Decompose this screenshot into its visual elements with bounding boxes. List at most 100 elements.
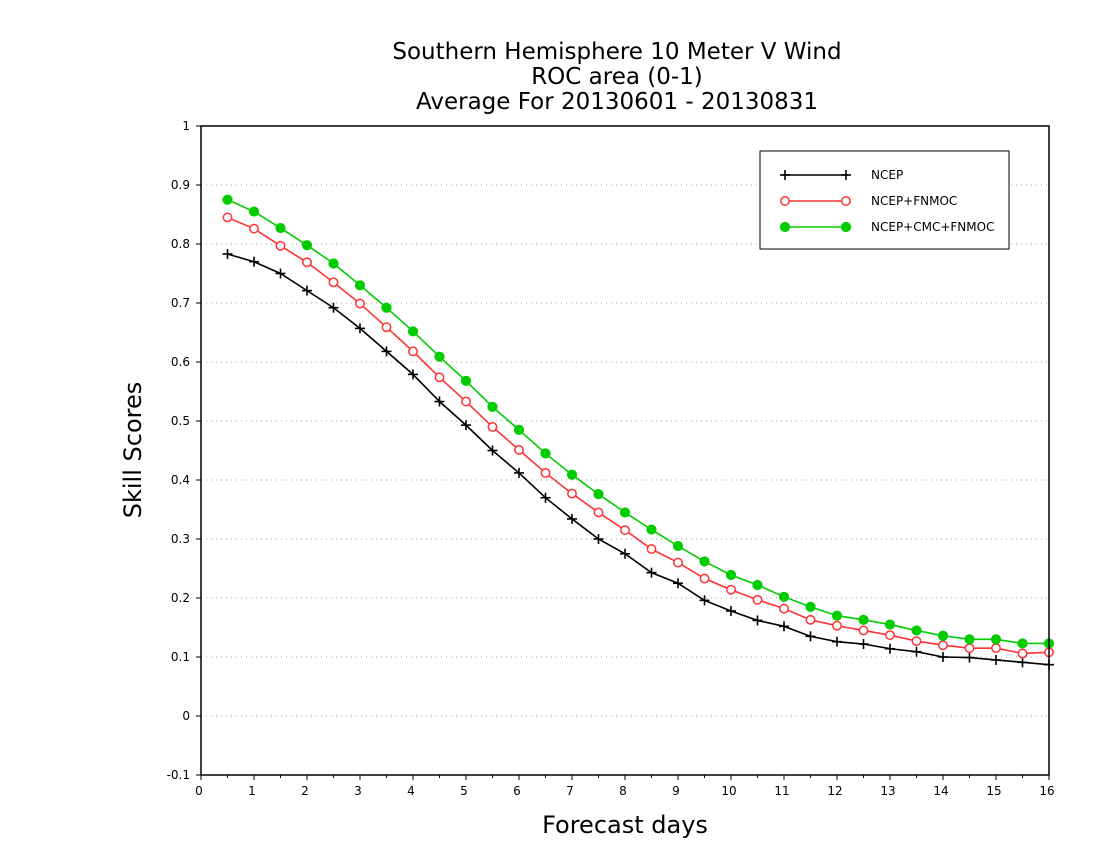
- x-tick-label: 9: [672, 784, 680, 798]
- y-axis-label: Skill Scores: [119, 382, 147, 519]
- series-marker: [858, 614, 869, 625]
- x-tick-label: 11: [774, 784, 789, 798]
- y-tick-label: 0: [182, 709, 190, 723]
- series-marker: [778, 591, 790, 602]
- legend-box: [759, 150, 1010, 250]
- series-marker: [1017, 638, 1028, 649]
- axis-ticks: -0.100.10.20.30.40.50.60.70.80.910 1 2 3 4 5 6…: [167, 119, 1055, 798]
- series-marker: [487, 401, 498, 412]
- legend-item: NCEP+FNMOC: [780, 194, 957, 208]
- series-marker: [990, 634, 1002, 645]
- series-marker: [646, 544, 657, 554]
- x-tick-label: 5: [460, 784, 468, 798]
- x-tick-label: 7: [566, 784, 574, 798]
- series-marker: [301, 240, 313, 251]
- series-marker: [408, 369, 418, 380]
- series-marker: [1017, 657, 1028, 668]
- series-marker: [302, 285, 312, 296]
- x-tick-label: 16: [1039, 784, 1054, 798]
- series-marker: [841, 196, 851, 206]
- x-tick-label: 0: [195, 784, 203, 798]
- series-marker: [858, 625, 869, 636]
- series-marker: [752, 579, 763, 591]
- series-marker: [752, 615, 763, 626]
- x-tick-label: 8: [619, 784, 627, 798]
- series-marker: [275, 268, 286, 279]
- chart-title-line-2: ROC area (0-1): [531, 64, 703, 90]
- x-tick-label: 2: [301, 784, 309, 798]
- x-tick-label: 3: [354, 784, 362, 798]
- y-tick-label: -0.1: [167, 768, 190, 782]
- series-marker: [619, 507, 631, 518]
- series-marker: [408, 346, 418, 357]
- series-marker: [434, 396, 445, 407]
- series-marker: [222, 249, 233, 260]
- series-marker: [646, 567, 657, 578]
- chart-title-line-3: Average For 20130601 - 20130831: [416, 89, 818, 115]
- y-tick-label: 0.7: [171, 296, 190, 310]
- series-marker: [646, 524, 657, 535]
- series-ncep-cmc-fnmoc: [222, 194, 1055, 649]
- series-marker: [780, 196, 790, 206]
- series-marker: [354, 280, 366, 291]
- series-ncep-fnmoc: [222, 212, 1054, 659]
- series-marker: [831, 610, 843, 621]
- series-marker: [381, 346, 392, 357]
- series-marker: [381, 322, 392, 333]
- y-tick-label: 0.8: [171, 237, 190, 251]
- series-marker: [540, 448, 551, 459]
- series-marker: [461, 420, 471, 431]
- series-marker: [911, 646, 922, 657]
- series-marker: [222, 212, 233, 223]
- x-tick-label: 10: [721, 784, 736, 798]
- series-marker: [779, 221, 791, 233]
- series-marker: [779, 621, 789, 632]
- series-marker: [832, 620, 842, 631]
- series-marker: [991, 654, 1001, 665]
- series-marker: [407, 326, 419, 337]
- series-marker: [620, 525, 630, 536]
- series-marker: [779, 603, 789, 614]
- series-marker: [725, 569, 737, 581]
- series-marker: [938, 652, 948, 662]
- series-line: [227, 216, 1050, 655]
- x-axis-label: Forecast days: [542, 811, 708, 839]
- series-line: [227, 253, 1050, 666]
- series-marker: [249, 223, 259, 234]
- series-marker: [513, 424, 525, 435]
- series-marker: [911, 636, 922, 647]
- x-tick-label: 4: [407, 784, 415, 798]
- series-marker: [248, 206, 260, 217]
- series-marker: [566, 469, 578, 480]
- series-marker: [275, 240, 286, 251]
- series-marker: [699, 595, 710, 606]
- legend-item: NCEP+CMC+FNMOC: [779, 220, 994, 234]
- series-marker: [328, 258, 339, 269]
- series-marker: [593, 507, 604, 518]
- legend-item: NCEP: [780, 168, 903, 182]
- legend-label: NCEP+CMC+FNMOC: [871, 220, 994, 234]
- y-tick-label: 0.2: [171, 591, 190, 605]
- series-marker: [328, 277, 339, 288]
- series-marker: [885, 643, 895, 654]
- series-marker: [434, 351, 445, 362]
- series-marker: [302, 257, 312, 268]
- series-marker: [222, 194, 233, 205]
- series-marker: [726, 605, 736, 616]
- legend: NCEP NCEP+FNMOC NCEP+CMC+FNMOC: [759, 150, 1010, 250]
- series-marker: [964, 652, 975, 663]
- series-marker: [593, 489, 604, 500]
- series-marker: [964, 634, 975, 645]
- grid: [201, 184, 1049, 717]
- series-marker: [672, 540, 684, 552]
- series-marker: [673, 578, 683, 589]
- series-marker: [593, 534, 604, 544]
- series-marker: [673, 557, 683, 568]
- series-marker: [434, 372, 445, 383]
- series-marker: [805, 631, 816, 642]
- series-marker: [1017, 648, 1028, 659]
- series-marker: [805, 601, 816, 612]
- series-marker: [840, 221, 852, 233]
- series-marker: [355, 323, 365, 334]
